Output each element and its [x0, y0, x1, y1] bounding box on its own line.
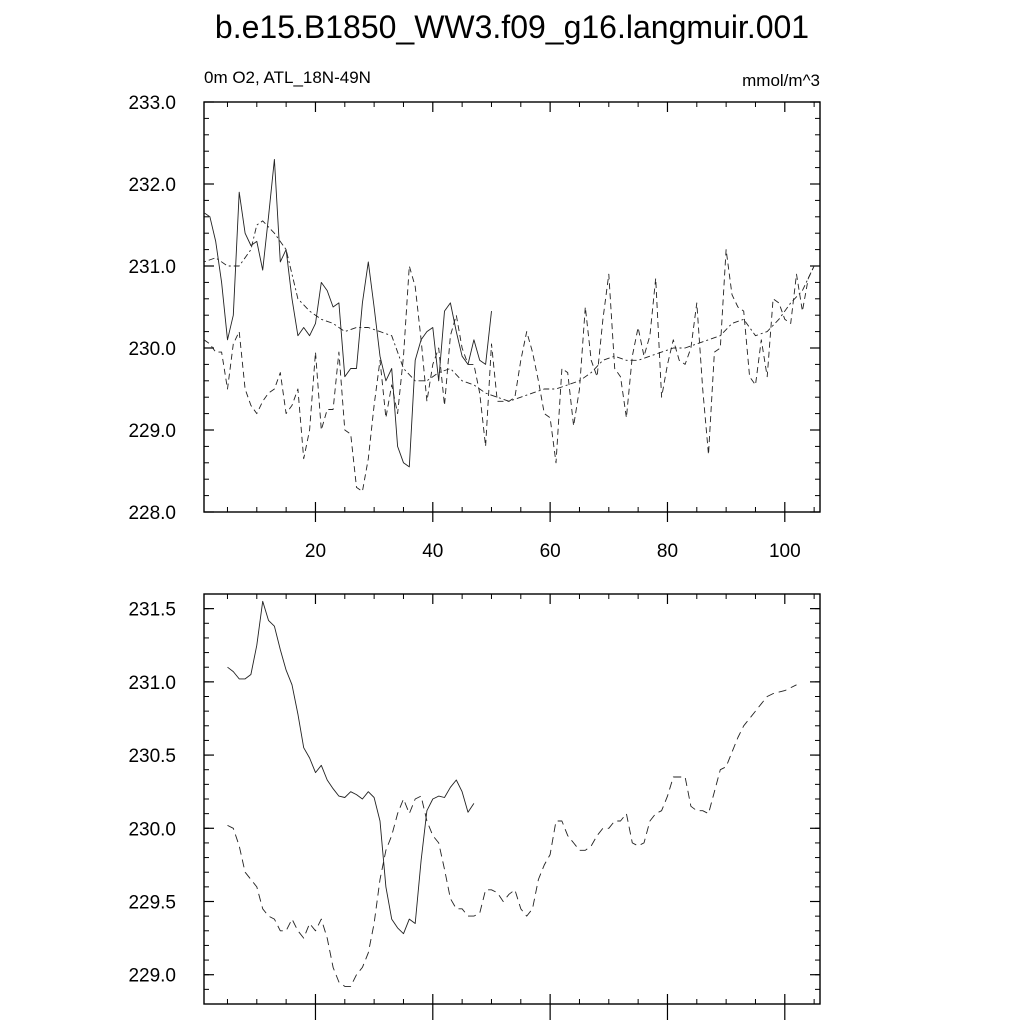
bottom-y-tick-label: 229.0 [128, 966, 176, 987]
bottom-y-tick-label: 230.5 [128, 746, 176, 767]
top-y-tick-label: 229.0 [128, 421, 176, 442]
figure-title: b.e15.B1850_WW3.f09_g16.langmuir.001 [215, 9, 809, 45]
bottom-chart-panel: 231.5 231.0 230.5 230.0 229.5 229.0 [128, 593, 821, 1020]
top-y-tick-label: 233.0 [128, 93, 176, 114]
bottom-series-group [227, 600, 797, 987]
top-x-tick-label: 60 [540, 541, 561, 562]
top-series-line-short-dash [204, 249, 815, 492]
top-x-tick-label: 20 [305, 541, 326, 562]
bottom-plot-frame [203, 593, 821, 1005]
top-y-tick-label: 230.0 [128, 339, 176, 360]
top-x-tick-label: 80 [657, 541, 678, 562]
top-x-tick-label: 100 [769, 541, 801, 562]
bottom-y-tick-label: 229.5 [128, 893, 176, 914]
bottom-series-line-dash [227, 684, 797, 987]
top-x-tick-label: 40 [422, 541, 443, 562]
bottom-y-tick-label: 230.0 [128, 819, 176, 840]
panel-left-string: 0m O2, ATL_18N-49N [204, 68, 371, 87]
top-series-group [204, 158, 815, 492]
bottom-series-line-solid [227, 600, 475, 935]
top-plot-frame [203, 101, 821, 513]
panel-right-string: mmol/m^3 [742, 71, 820, 90]
bottom-y-tick-label: 231.0 [128, 673, 176, 694]
top-series-line-solid [204, 158, 492, 468]
top-y-tick-label: 232.0 [128, 175, 176, 196]
top-chart-panel: 20 40 60 80 100 233.0 232.0 231.0 230.0 229.0 228.… [128, 93, 821, 562]
bottom-y-tick-label: 231.5 [128, 600, 176, 621]
top-y-tick-label: 231.0 [128, 257, 176, 278]
top-y-tick-label: 228.0 [128, 503, 176, 524]
